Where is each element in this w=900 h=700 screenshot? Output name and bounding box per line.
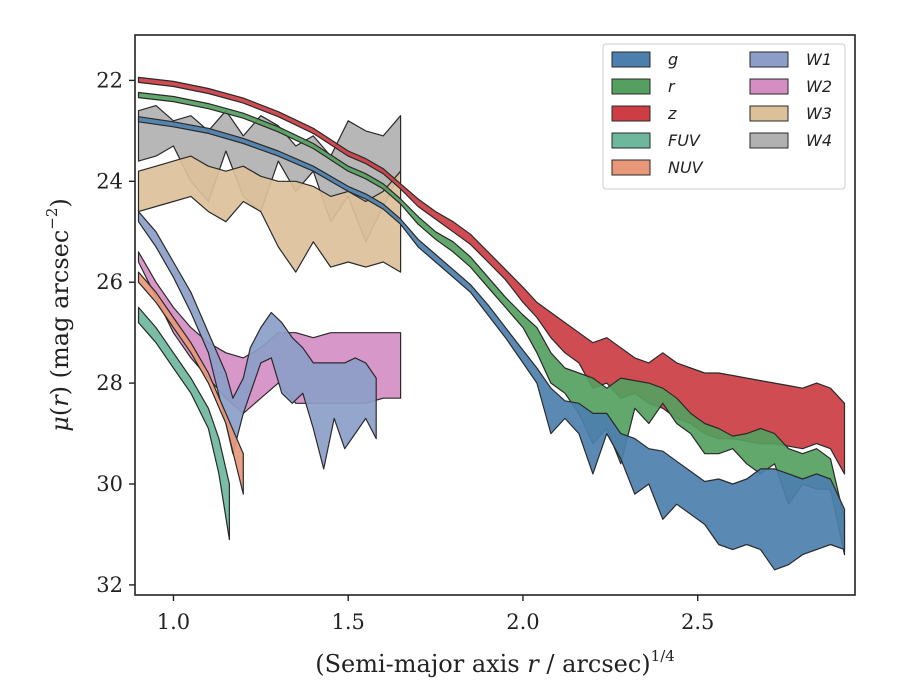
band-z xyxy=(137,76,846,475)
legend-label-fuv: FUV xyxy=(668,131,701,150)
y-tick-label: 22 xyxy=(96,68,123,92)
x-tick-label: 2.5 xyxy=(681,610,714,634)
legend-label-z: z xyxy=(667,104,677,123)
band-g xyxy=(137,116,846,571)
x-tick-label: 1.0 xyxy=(157,610,190,634)
legend-label-w1: W1 xyxy=(806,50,832,69)
y-tick-label: 30 xyxy=(96,472,123,496)
y-tick-label: 26 xyxy=(96,270,123,294)
legend-swatch-w3 xyxy=(749,105,789,122)
legend-label-g: g xyxy=(668,50,678,69)
x-axis-title: (Semi-major axis r / arcsec)1/4 xyxy=(315,647,675,678)
legend-swatch-w4 xyxy=(749,132,789,149)
legend-swatch-w1 xyxy=(749,51,789,68)
profile-bands xyxy=(137,76,846,571)
legend-label-w3: W3 xyxy=(806,104,832,123)
legend-label-w4: W4 xyxy=(806,131,832,150)
legend-label-nuv: NUV xyxy=(668,158,704,177)
legend-swatch-z xyxy=(611,105,651,122)
y-tick-label: 28 xyxy=(96,371,123,395)
band-r xyxy=(137,91,846,556)
band-fuv xyxy=(137,306,230,541)
legend-swatch-w2 xyxy=(749,78,789,95)
band-nuv xyxy=(137,271,244,495)
y-tick-label: 24 xyxy=(96,169,123,193)
band-w3 xyxy=(137,155,402,273)
legend-label-w2: W2 xyxy=(806,77,832,96)
plot-frame xyxy=(134,34,856,596)
y-tick-label: 32 xyxy=(96,573,123,597)
x-tick-label: 2.0 xyxy=(506,610,539,634)
legend: grz FUV NUV W1 W2 W3 W4 xyxy=(602,43,846,190)
legend-swatch-fuv xyxy=(611,132,651,149)
x-tick-label: 1.5 xyxy=(332,610,365,634)
y-axis-title: μ(r) (mag arcsec−2) xyxy=(43,198,74,432)
legend-swatch-r xyxy=(611,78,651,95)
legend-swatch-nuv xyxy=(611,159,651,176)
axis-ticks: 1.0 1.5 2.0 2.5 22 24 26 28 30 32 xyxy=(96,68,714,634)
legend-swatch-g xyxy=(611,51,651,68)
legend-label-r: r xyxy=(668,77,676,96)
